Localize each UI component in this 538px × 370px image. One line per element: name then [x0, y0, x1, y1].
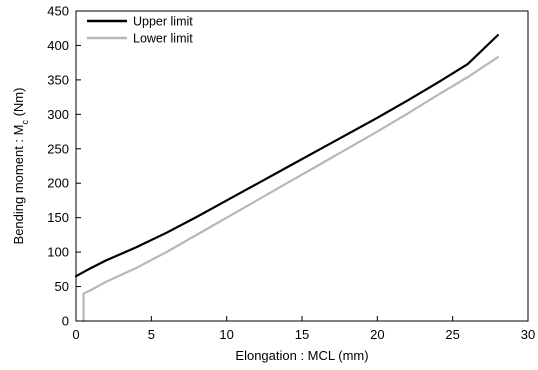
- legend-label: Upper limit: [133, 15, 193, 29]
- x-tick-label: 5: [148, 327, 155, 342]
- y-tick-label: 300: [47, 107, 69, 122]
- x-axis-title: Elongation : MCL (mm): [235, 348, 368, 363]
- y-tick-label: 250: [47, 141, 69, 156]
- series-layer: [74, 34, 499, 323]
- x-tick-label: 25: [445, 327, 459, 342]
- x-tick-label: 0: [72, 327, 79, 342]
- y-tick-label: 350: [47, 72, 69, 87]
- legend: Upper limit Lower limit: [87, 15, 193, 46]
- series-line-upper-limit: [74, 34, 499, 278]
- y-tick-label: 150: [47, 210, 69, 225]
- legend-label: Lower limit: [133, 32, 193, 46]
- plot-area-frame: [75, 10, 529, 322]
- y-tick-label: 100: [47, 245, 69, 260]
- x-tick-label: 15: [295, 327, 309, 342]
- y-tick-label: 50: [55, 279, 69, 294]
- x-tick-label: 10: [219, 327, 233, 342]
- y-tick-label: 200: [47, 176, 69, 191]
- series-line-lower-limit: [82, 56, 499, 323]
- x-tick-label: 30: [521, 327, 535, 342]
- y-tick-label: 400: [47, 38, 69, 53]
- y-tick-label: 0: [62, 314, 69, 329]
- y-axis-title: Bending moment : Mc (Nm): [11, 88, 30, 245]
- x-tick-label: 20: [370, 327, 384, 342]
- y-tick-label: 450: [47, 4, 69, 19]
- x-axis-ticks: 0 5 10 15 20 25 30: [72, 316, 535, 342]
